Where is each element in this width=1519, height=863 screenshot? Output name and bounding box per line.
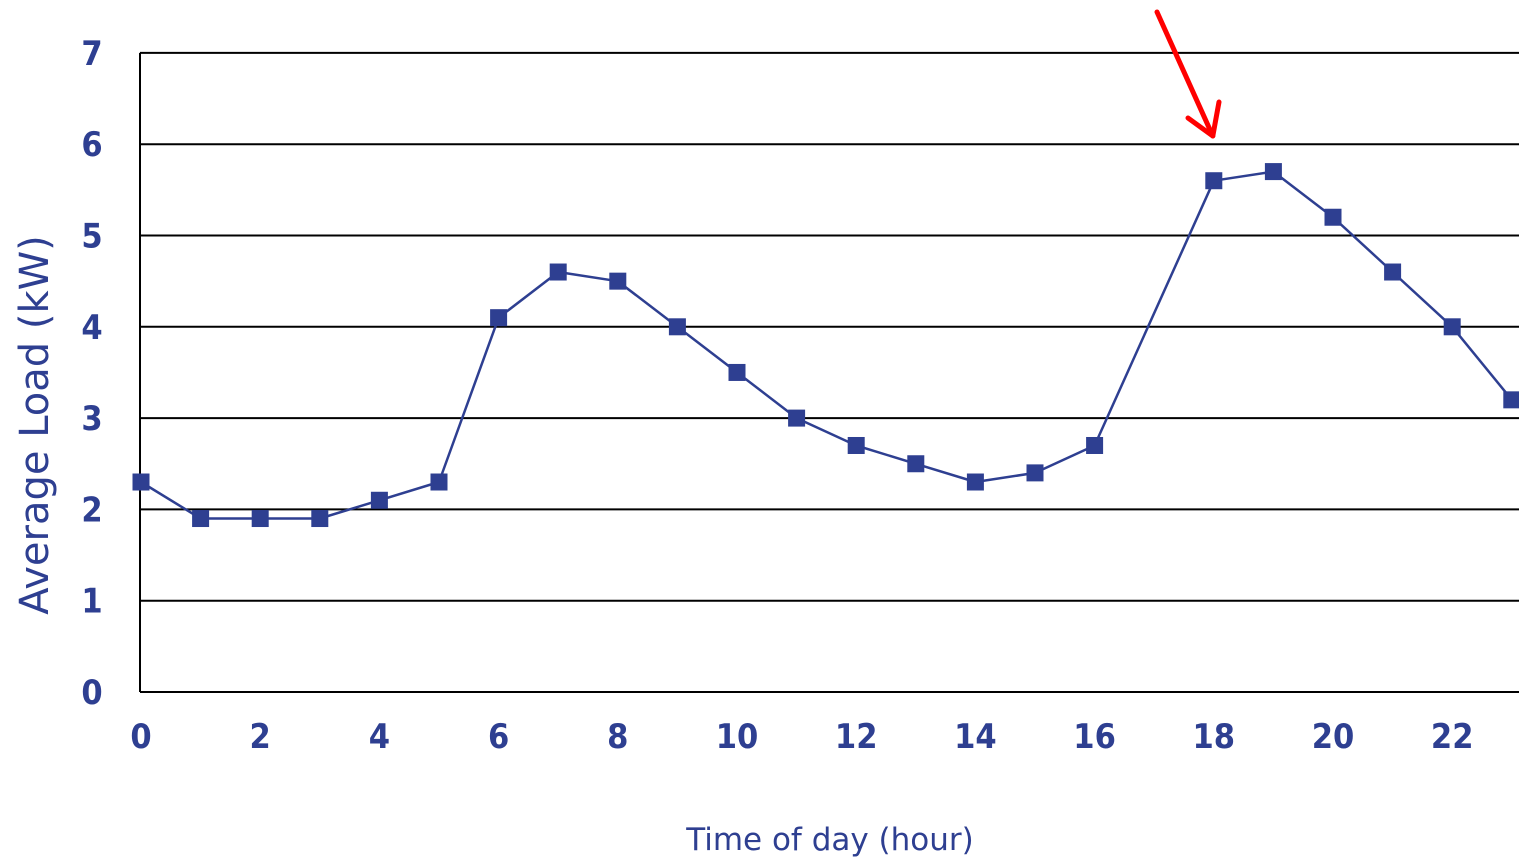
data-point-marker <box>370 491 388 509</box>
annotation-arrow-shaft <box>1154 9 1216 139</box>
x-tick-label: 0 <box>130 717 151 757</box>
x-tick-label: 12 <box>835 717 878 757</box>
x-tick-label: 14 <box>954 717 997 757</box>
data-point-marker <box>1324 208 1342 226</box>
data-point-marker <box>728 363 746 381</box>
data-point-marker <box>609 272 627 290</box>
y-tick-label: 2 <box>81 490 102 530</box>
x-tick-label: 2 <box>250 717 271 757</box>
data-point-marker <box>1443 318 1461 336</box>
x-axis-title: Time of day (hour) <box>685 822 974 858</box>
grid-lines <box>140 51 1519 693</box>
data-point-marker <box>788 409 806 427</box>
y-tick-label: 3 <box>81 399 102 439</box>
y-tick-label: 4 <box>81 308 102 348</box>
annotation-arrow-group <box>1154 9 1222 139</box>
data-point-marker <box>1086 436 1104 454</box>
series-line-group <box>132 163 1519 528</box>
y-tick-label: 5 <box>81 217 102 257</box>
data-point-marker <box>1503 391 1519 409</box>
data-point-marker <box>966 473 984 491</box>
x-tick-label: 6 <box>488 717 509 757</box>
y-tick-label: 7 <box>81 34 102 74</box>
data-point-marker <box>1264 163 1282 181</box>
y-tick-label: 6 <box>81 125 102 165</box>
x-tick-label: 16 <box>1073 717 1116 757</box>
data-point-marker <box>192 510 210 528</box>
data-point-marker <box>549 263 567 281</box>
data-point-marker <box>668 318 686 336</box>
data-point-marker <box>1026 464 1044 482</box>
data-point-marker <box>430 473 448 491</box>
annotation-arrow-head <box>1185 99 1222 139</box>
x-tick-label: 18 <box>1193 717 1236 757</box>
data-point-marker <box>1205 172 1223 190</box>
data-point-marker <box>490 309 508 327</box>
data-point-marker <box>251 510 269 528</box>
y-tick-labels: 0 1 2 3 4 5 6 7 <box>81 34 102 713</box>
data-point-marker <box>1384 263 1402 281</box>
y-tick-label: 1 <box>81 582 102 622</box>
data-point-marker <box>907 455 925 473</box>
y-tick-label: 0 <box>81 673 102 713</box>
series-line <box>140 170 1513 520</box>
x-tick-label: 8 <box>607 717 628 757</box>
y-axis-title: Average Load (kW) <box>12 235 58 615</box>
data-point-marker <box>311 510 329 528</box>
x-tick-label: 10 <box>716 717 759 757</box>
x-tick-label: 20 <box>1312 717 1355 757</box>
x-tick-labels: 0 2 4 6 8 10 12 14 16 18 20 22 <box>130 717 1473 757</box>
data-point-marker <box>847 436 865 454</box>
x-tick-label: 4 <box>369 717 390 757</box>
data-point-marker <box>132 473 150 491</box>
x-tick-label: 22 <box>1431 717 1474 757</box>
